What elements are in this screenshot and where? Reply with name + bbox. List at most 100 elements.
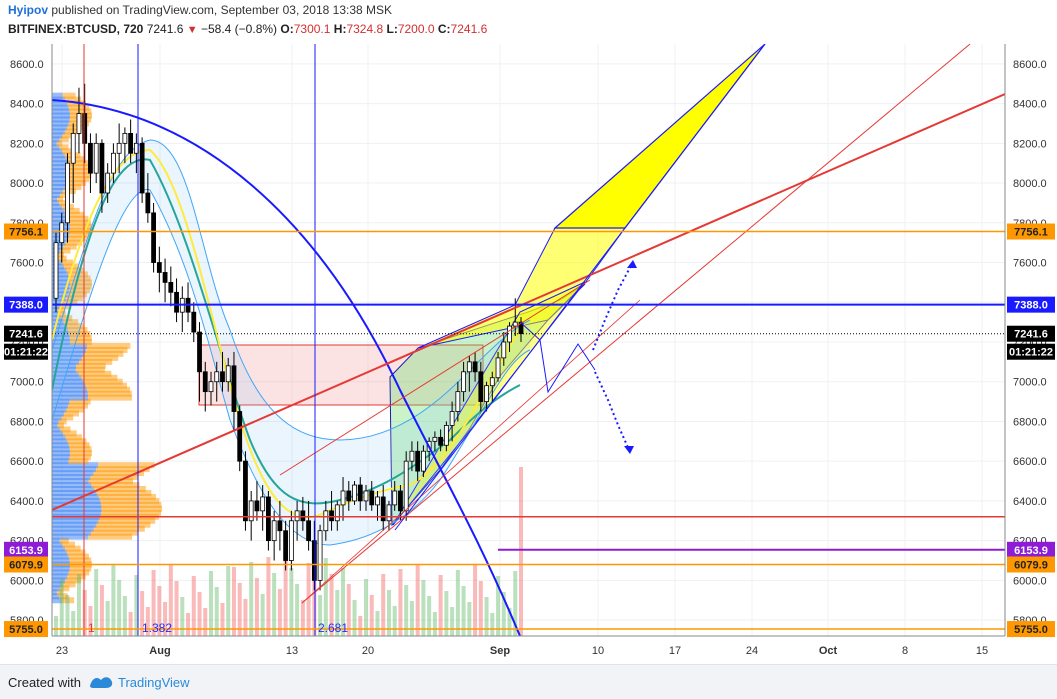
volume-bar: [358, 616, 363, 636]
candle-body: [283, 530, 289, 561]
projection-down-dotted[interactable]: [594, 371, 631, 453]
candle-body: [375, 496, 380, 506]
volume-bar: [450, 607, 455, 636]
volume-profile-bar-up: [52, 184, 66, 191]
candle-body: [386, 504, 392, 522]
blue-trendline[interactable]: [394, 44, 766, 531]
price-tag-left-text: 7241.6: [9, 329, 43, 341]
volume-profile-bar-down: [87, 386, 131, 393]
x-tick-label: 23: [56, 645, 68, 657]
y-tick-label-left: 8400.0: [10, 99, 44, 111]
volume-profile-bar-up: [52, 450, 70, 457]
candle-body: [162, 272, 168, 283]
price-chart[interactable]: 5800.05800.06000.06000.06200.06200.06400…: [0, 0, 1057, 664]
price-tag-right: [1007, 621, 1055, 638]
volume-profile-bar-down: [64, 545, 81, 552]
candle-body: [501, 341, 507, 359]
projection-up-dotted[interactable]: [592, 261, 634, 351]
volume-profile-bar-down: [67, 235, 87, 242]
volume-bar: [231, 567, 236, 636]
volume-profile-bar-down: [65, 96, 82, 103]
candle-body: [329, 510, 334, 522]
volume-profile-bar-up: [52, 164, 70, 171]
author-name[interactable]: Hyipov: [8, 3, 49, 17]
volume-profile-bar-up: [52, 470, 94, 477]
volume-profile-bar-down: [91, 482, 140, 489]
price-tag-right-text: 7388.0: [1014, 300, 1048, 312]
candle-body: [202, 371, 208, 393]
resistance-zone[interactable]: [198, 344, 484, 406]
candle-body: [214, 371, 220, 383]
volume-profile-bar-up: [52, 418, 59, 425]
volume-bar: [427, 596, 432, 636]
volume-profile-bar-down: [57, 422, 64, 429]
price-tag-right: [1007, 541, 1055, 558]
volume-bar: [254, 578, 259, 636]
volume-bar: [145, 607, 150, 636]
volume-bar: [473, 565, 478, 636]
candle-body: [363, 490, 369, 502]
volume-profile-bar-down: [63, 319, 79, 326]
volume-profile-bar-down: [69, 223, 92, 230]
volume-profile-bar-up: [52, 505, 102, 512]
volume-profile-bar-up: [52, 585, 60, 592]
y-tick-label-left: 7000.0: [10, 377, 44, 389]
volume-bar: [117, 580, 122, 636]
volume-profile-bar-up: [52, 338, 70, 345]
volume-bar: [82, 590, 87, 636]
candle-body: [168, 281, 174, 293]
price-tag-left: [4, 556, 48, 573]
horizontal-levels: [52, 230, 1005, 630]
volume-profile-bar-down: [95, 466, 150, 473]
volume-profile-bar-down: [98, 493, 156, 500]
volume-profile-bar-down: [57, 307, 65, 314]
y-tick-label-right: 8200.0: [1013, 138, 1047, 150]
volume-bar: [392, 606, 397, 636]
plot-area[interactable]: [52, 44, 1005, 636]
volume-profile-bar-down: [69, 335, 92, 342]
y-tick-label-left: 6800.0: [10, 416, 44, 428]
volume-bar: [197, 592, 202, 636]
volume-profile-bar-up: [52, 299, 64, 306]
blue-arc[interactable]: [52, 99, 521, 636]
volume-bar: [381, 574, 386, 636]
red-channel-bottom[interactable]: [301, 299, 641, 604]
symbol-label[interactable]: BITFINEX:BTCUSD, 720: [8, 22, 144, 36]
volume-bar: [76, 574, 81, 636]
volume-profile-bar-down: [58, 418, 67, 425]
candle-body: [466, 361, 472, 373]
price-tag-right: [1007, 296, 1055, 313]
volume-profile-bar-up: [52, 466, 96, 473]
volume-profile-bar-down: [81, 374, 118, 381]
projection-path[interactable]: [519, 321, 596, 394]
volume-profile-bar-down: [68, 458, 89, 465]
volume-bar: [421, 580, 426, 636]
volume-bar: [249, 562, 254, 636]
y-tick-label-right: 6400.0: [1013, 496, 1047, 508]
volume-profile-bar-down: [65, 434, 83, 441]
x-tick-label: 17: [669, 645, 681, 657]
red-trendline-main[interactable]: [52, 93, 1005, 511]
volume-bar: [266, 557, 271, 636]
volume-profile-bar-down: [57, 251, 64, 258]
volume-bar: [180, 597, 185, 636]
volume-bar: [318, 595, 323, 636]
band-fill: [52, 140, 530, 545]
tradingview-link[interactable]: TradingView: [118, 675, 190, 690]
volume-bar: [335, 590, 340, 636]
red-trendline-upper[interactable]: [301, 44, 971, 604]
candle-body: [220, 371, 225, 383]
volume-profile-bar-down: [87, 342, 131, 349]
volume-profile-bar-down: [69, 446, 92, 453]
x-tick-label: 8: [902, 645, 908, 657]
created-with-text: Created with: [8, 675, 81, 690]
volume-profile-bar-up: [52, 462, 99, 469]
volume-bar: [283, 552, 288, 636]
volume-profile-bar-up: [52, 386, 88, 393]
volume-profile-bar-up: [52, 577, 66, 584]
red-channel-top[interactable]: [279, 279, 591, 476]
volume-bar: [513, 571, 518, 636]
tradingview-logo-icon[interactable]: [88, 672, 114, 690]
candle-body: [311, 540, 317, 581]
volume-profile-bar-down: [90, 529, 139, 536]
